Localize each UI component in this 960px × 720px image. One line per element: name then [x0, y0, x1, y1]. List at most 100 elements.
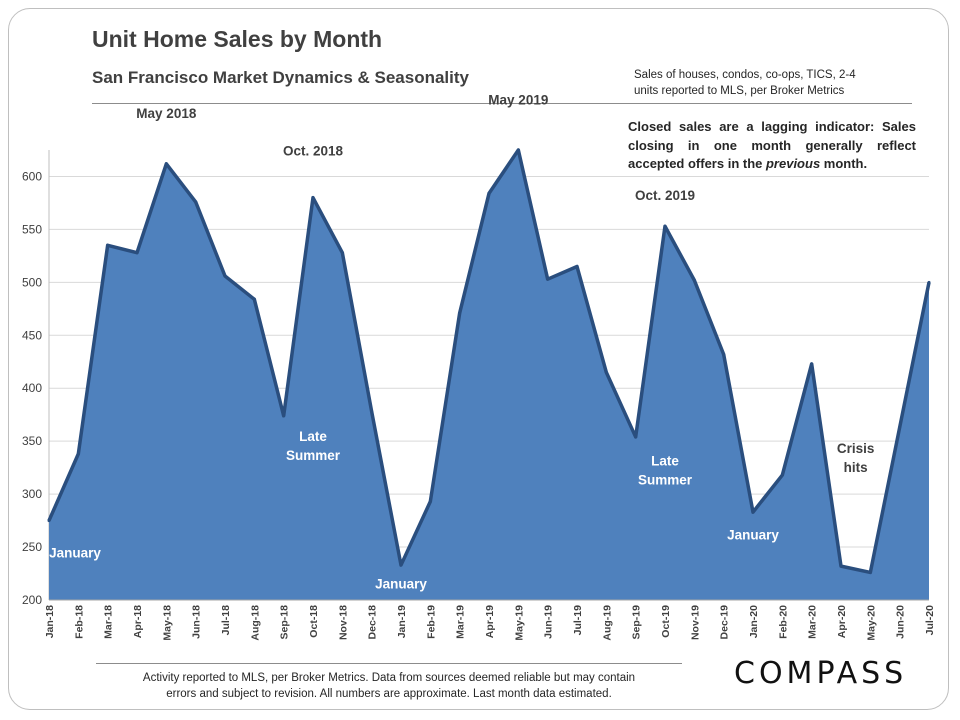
data-point [927, 280, 931, 284]
x-tick-label: Jun-19 [543, 605, 555, 639]
x-tick-label: May-18 [161, 605, 173, 641]
x-tick-label: Feb-19 [425, 605, 437, 639]
chart-subtitle: San Francisco Market Dynamics & Seasonal… [92, 68, 469, 87]
lag-note-text: Closed sales are a lagging indicator: Sa… [628, 119, 916, 171]
data-point [282, 414, 286, 418]
area-fill [49, 150, 929, 600]
data-point [135, 251, 139, 255]
x-tick-label: Feb-18 [73, 605, 85, 639]
chart-annotation: Summer [638, 473, 693, 488]
chart-annotation: Late [299, 429, 327, 444]
y-tick-label: 300 [22, 487, 42, 501]
data-point [663, 224, 667, 228]
y-tick-label: 200 [22, 593, 42, 607]
source-note: Sales of houses, condos, co-ops, TICS, 2… [634, 67, 856, 99]
x-tick-label: Jul-18 [220, 605, 232, 636]
x-tick-label: Jun-18 [191, 605, 203, 639]
x-tick-label: Nov-19 [689, 605, 701, 640]
chart-annotation: January [727, 528, 779, 543]
chart-annotation: Oct. 2018 [283, 143, 344, 158]
x-tick-label: Jan-19 [396, 605, 408, 638]
data-point [370, 410, 374, 414]
x-tick-label: Apr-20 [836, 605, 848, 638]
x-tick-label: Dec-18 [367, 605, 379, 640]
x-tick-label: Jul-20 [924, 605, 936, 636]
data-point [575, 264, 579, 268]
chart-annotation: May 2018 [136, 106, 197, 121]
data-point [516, 148, 520, 152]
x-tick-label: Sep-19 [631, 605, 643, 640]
data-point [47, 519, 51, 523]
y-tick-label: 350 [22, 434, 42, 448]
x-tick-label: Jun-20 [895, 605, 907, 639]
x-tick-label: Mar-19 [455, 605, 467, 639]
data-point [810, 362, 814, 366]
data-point [252, 297, 256, 301]
data-point [692, 278, 696, 282]
data-point [868, 570, 872, 574]
data-point [546, 277, 550, 281]
x-tick-label: Mar-18 [103, 605, 115, 639]
chart-annotation: hits [844, 460, 868, 475]
y-tick-label: 600 [22, 169, 42, 183]
lag-note-tail: month. [820, 156, 868, 171]
data-point [604, 370, 608, 374]
x-tick-label: Jul-19 [572, 605, 584, 636]
x-tick-label: Feb-20 [777, 605, 789, 639]
chart-annotation: May 2019 [488, 92, 548, 107]
y-tick-label: 500 [22, 275, 42, 289]
x-tick-label: Jan-20 [748, 605, 760, 638]
data-point [106, 243, 110, 247]
x-tick-label: Dec-19 [719, 605, 731, 640]
chart-annotation: Summer [286, 448, 341, 463]
y-tick-label: 550 [22, 222, 42, 236]
x-tick-label: Apr-19 [484, 605, 496, 638]
x-tick-label: Oct-19 [660, 605, 672, 638]
x-tick-label: Jan-18 [44, 605, 56, 638]
chart-title: Unit Home Sales by Month [92, 26, 383, 52]
data-point [751, 510, 755, 514]
x-tick-label: Nov-18 [337, 605, 349, 640]
x-tick-label: Sep-18 [279, 605, 291, 640]
data-point [223, 274, 227, 278]
y-tick-label: 250 [22, 540, 42, 554]
chart-annotation: Crisis [837, 441, 875, 456]
chart-annotation: January [375, 576, 427, 591]
data-point [839, 564, 843, 568]
lagging-indicator-note: Closed sales are a lagging indicator: Sa… [628, 118, 916, 174]
footer-line2: errors and subject to revision. All numb… [166, 688, 612, 700]
y-tick-label: 450 [22, 328, 42, 342]
source-note-line2: units reported to MLS, per Broker Metric… [634, 85, 845, 97]
x-tick-label: Aug-18 [249, 605, 261, 641]
source-note-line1: Sales of houses, condos, co-ops, TICS, 2… [634, 69, 856, 81]
data-point [76, 452, 80, 456]
header-divider [92, 103, 912, 104]
y-tick-label: 400 [22, 381, 42, 395]
footer-divider [96, 663, 682, 664]
x-tick-label: Apr-18 [132, 605, 144, 638]
data-point [458, 311, 462, 315]
x-tick-label: Oct-18 [308, 605, 320, 638]
data-point [780, 473, 784, 477]
data-point [722, 352, 726, 356]
x-tick-label: May-19 [513, 605, 525, 641]
footer-line1: Activity reported to MLS, per Broker Met… [142, 672, 636, 684]
x-tick-label: Mar-20 [807, 605, 819, 639]
footer-disclaimer: Activity reported to MLS, per Broker Met… [96, 670, 682, 702]
data-point [340, 251, 344, 255]
chart-annotation: Oct. 2019 [635, 188, 695, 203]
data-point [399, 563, 403, 567]
data-point [194, 200, 198, 204]
data-point [164, 162, 168, 166]
x-tick-label: May-20 [865, 605, 877, 641]
x-tick-label: Aug-19 [601, 605, 613, 641]
data-point [898, 425, 902, 429]
data-point [487, 191, 491, 195]
compass-logo: COMPASS [734, 656, 908, 691]
data-point [428, 500, 432, 504]
chart-annotation: January [49, 546, 101, 561]
data-point [634, 435, 638, 439]
chart-annotation: Late [651, 454, 679, 469]
data-point [311, 196, 315, 200]
